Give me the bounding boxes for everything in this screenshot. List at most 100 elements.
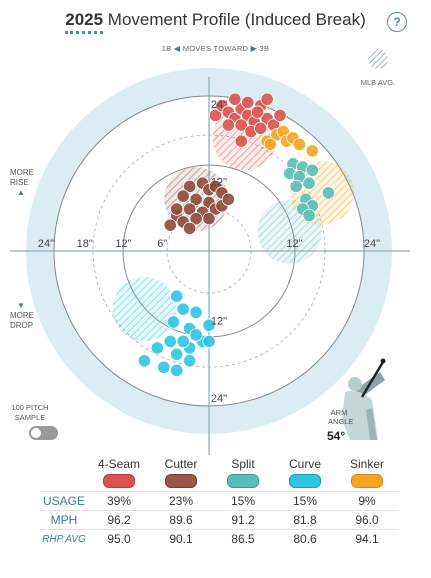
y-tick-label: 12" [211,177,227,189]
pitch-toggle-split[interactable] [227,473,259,488]
mlb-average-legend: MLB AVG. [355,48,401,90]
pitcher-arm-graphic [342,358,386,440]
pitch-point-cutter [183,179,197,194]
pitch-point-split [289,179,303,194]
usage-curve: 15% [274,491,336,511]
pitch-toggle-row [40,473,398,492]
y-tick-label: 12" [211,316,227,328]
hatched-circle-icon [368,49,388,69]
triangle-down-icon: ▼ [17,301,25,310]
pitch-sample-label: 100 PITCH SAMPLE [11,403,49,422]
more-rise-label: MORE RISE ▲ [10,168,34,197]
page-title: 2025 Movement Profile (Induced Break) [65,10,366,34]
usage-split: 15% [212,491,274,511]
pitch-point-cutter [183,202,197,216]
pitch-toggle-4seam[interactable] [103,473,135,488]
usage-cutter: 23% [150,491,212,511]
rhp-avg-curve: 80.6 [293,532,317,546]
x-tick-label: 6" [157,238,167,250]
pitch-point-curve [189,305,203,319]
rhp-avg-4seam: 95.0 [107,532,131,546]
title-year: 2025 [65,10,104,34]
pitch-toggle-sinker[interactable] [351,473,383,488]
pitch-point-cutter [189,212,203,226]
triangle-up-icon: ▲ [17,188,25,197]
x-tick-label: 24" [364,238,380,250]
title-text: Movement Profile (Induced Break) [107,10,366,29]
direction-left-label: 1B [161,44,172,53]
pitch-point-4seam [241,95,255,110]
toggle-knob [31,428,41,438]
pitch-point-curve [170,347,184,361]
triangle-left-icon: ◀ [173,44,181,53]
direction-label: 1B ◀ MOVES TOWARD ▶ 3B [0,44,431,53]
arm-angle-label: ARM ANGLE [328,408,354,426]
pitch-point-curve [189,328,203,342]
pitch-point-sinker [263,137,277,152]
pitch-point-4seam [260,92,274,106]
x-tick-label: 12" [115,238,131,250]
help-button[interactable]: ? [387,12,407,32]
pitch-name-row: 4-Seam Cutter Split Curve Sinker [40,455,398,473]
mph-split: 91.2 [212,510,274,530]
pitch-point-4seam [254,121,268,135]
pitch-legend-table: 4-Seam Cutter Split Curve Sinker USAGE 3… [40,455,398,548]
pitch-point-4seam [228,92,242,106]
pitch-point-4seam [234,118,248,132]
mph-4seam: 96.2 [88,510,150,530]
pitch-point-split [302,208,316,223]
pitch-point-split [302,176,316,190]
pitch-point-curve [170,363,184,378]
pitch-name-sinker: Sinker [349,457,384,471]
chart-header: 2025 Movement Profile (Induced Break) [0,10,431,34]
pitch-point-split [321,186,336,200]
pitch-point-sinker [292,137,307,152]
rhp-avg-row-label: RHP AVG [42,533,86,545]
x-tick-label: 12" [286,238,302,250]
mph-curve: 81.8 [274,510,336,530]
mlb-average-label: MLB AVG. [360,78,396,87]
mph-row-label: MPH [40,510,88,530]
usage-row: USAGE 39% 23% 15% 15% 9% [40,491,398,511]
pitch-name-cutter: Cutter [164,457,198,471]
triangle-right-icon: ▶ [250,44,258,53]
pitch-point-curve [150,341,164,355]
pitch-point-4seam [221,118,235,132]
pitch-point-cutter [176,189,190,203]
pitch-point-curve [202,318,216,332]
mph-cutter: 89.6 [150,510,212,530]
pitch-point-curve [176,334,190,349]
pitch-point-curve [170,289,184,303]
pitch-point-cutter [202,212,216,226]
more-drop-label: ▼ MORE DROP [10,301,34,330]
pitch-point-sinker [305,144,319,158]
y-tick-label: 24" [211,99,227,111]
pitch-name-split: Split [231,457,255,471]
pitch-point-curve [163,334,177,349]
pitch-point-4seam [273,108,287,122]
y-tick-label: 24" [211,393,227,405]
pitch-name-4seam: 4-Seam [97,457,141,471]
rhp-avg-cutter: 90.1 [169,532,193,546]
pitch-point-curve [183,354,197,368]
x-tick-label: 18" [77,238,93,250]
usage-4seam: 39% [88,491,150,511]
x-tick-label: 24" [38,238,54,250]
pitch-toggle-curve[interactable] [289,473,321,488]
rhp-avg-sinker: 94.1 [355,532,379,546]
pitch-point-curve [202,334,216,349]
pitch-point-curve [137,354,152,368]
arm-angle-value: 54° [327,429,346,443]
pitch-point-4seam [208,108,223,122]
usage-sinker: 9% [336,491,398,511]
pitch-point-curve [157,360,171,374]
pitch-point-curve [166,315,181,329]
pitch-point-4seam [250,105,265,119]
pitch-sample-toggle[interactable] [29,426,58,440]
pitch-point-4seam [234,134,248,148]
pitch-point-cutter [183,221,197,235]
pitch-point-cutter [163,218,177,232]
usage-row-label: USAGE [40,491,88,511]
pitch-toggle-cutter[interactable] [165,473,197,488]
